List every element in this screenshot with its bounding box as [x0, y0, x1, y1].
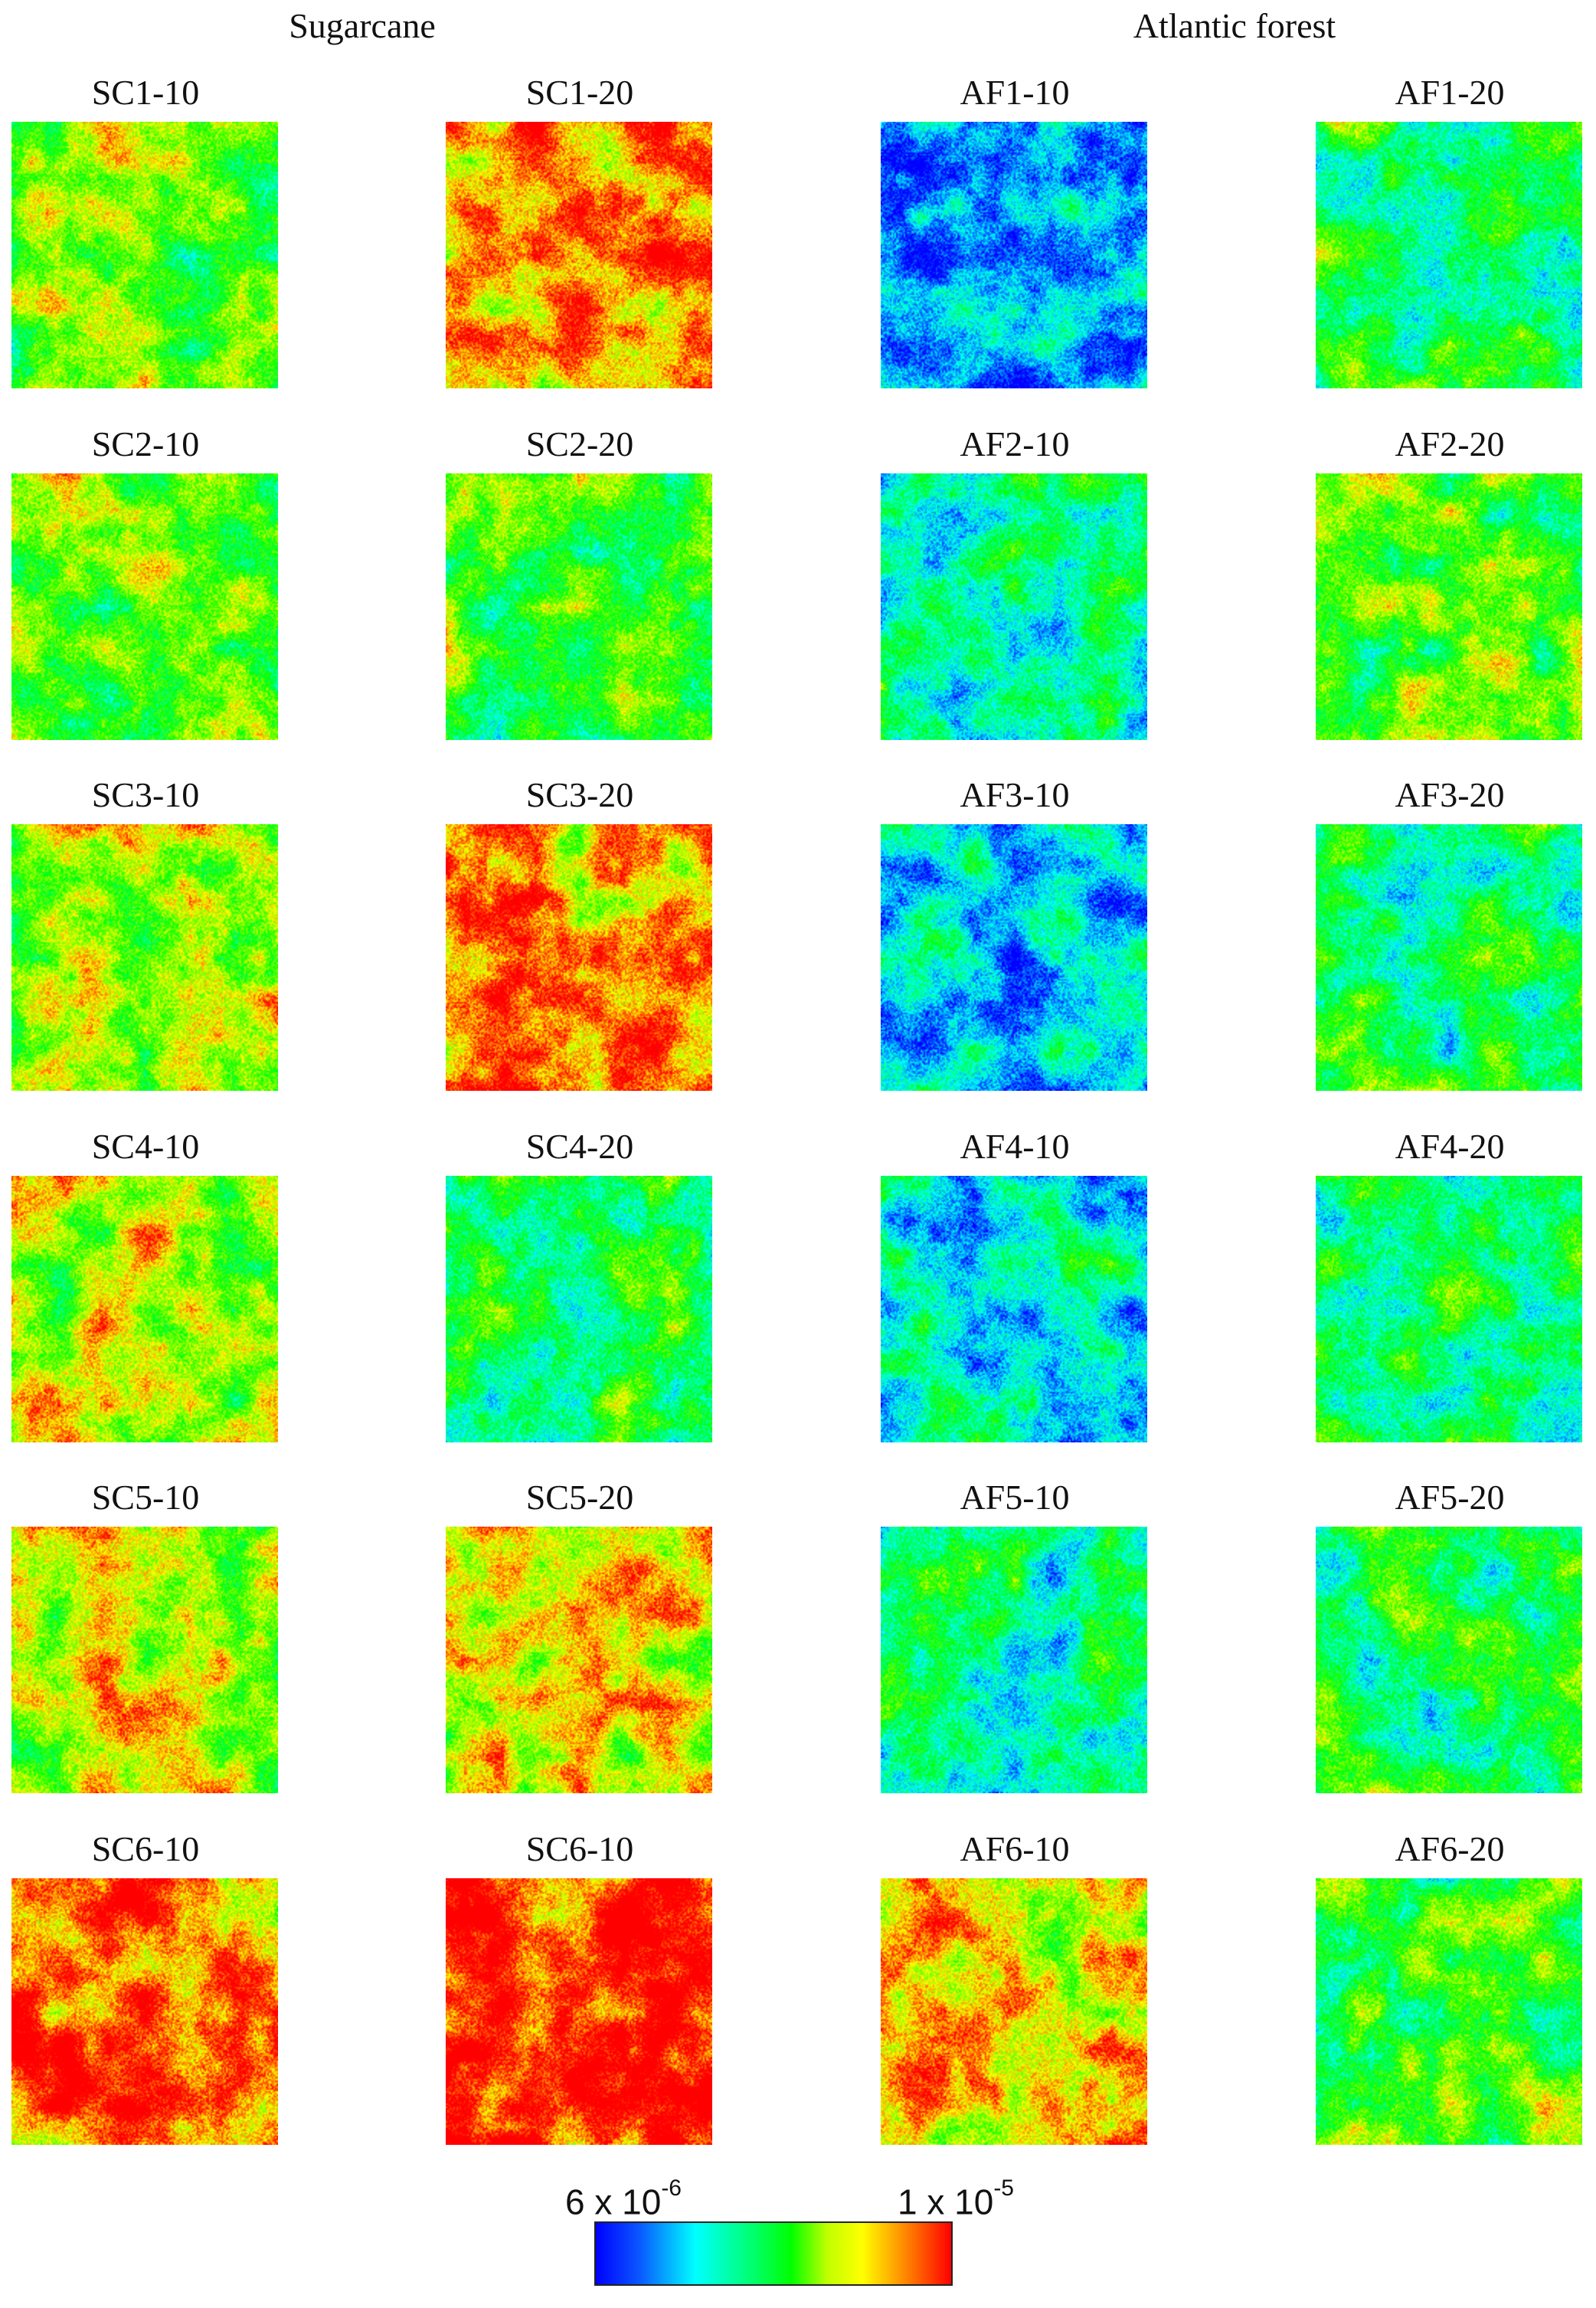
heatmap-canvas — [11, 122, 278, 388]
panel-label: SC5-20 — [525, 1478, 634, 1517]
panel-label: SC4-20 — [525, 1127, 634, 1166]
heatmap-tile — [1316, 824, 1582, 1091]
group-title-sugarcane: Sugarcane — [289, 6, 436, 45]
panel-label: AF5-20 — [1395, 1478, 1505, 1517]
colorbar — [594, 2221, 953, 2286]
heatmap-canvas — [881, 824, 1147, 1091]
colorbar-min-label: 6 x 10-6 — [565, 2172, 682, 2225]
heatmap-canvas — [11, 1176, 278, 1442]
heatmap-tile — [881, 1176, 1147, 1442]
heatmap-tile — [11, 473, 278, 740]
panel-label: SC2-10 — [91, 424, 200, 463]
panel-label: SC6-10 — [525, 1829, 634, 1868]
panel-label: AF3-20 — [1395, 775, 1505, 814]
panel-label: AF5-10 — [960, 1478, 1070, 1517]
heatmap-canvas — [1316, 1878, 1582, 2145]
panel-label: AF6-10 — [960, 1829, 1070, 1868]
heatmap-canvas — [446, 1176, 712, 1442]
heatmap-canvas — [11, 1878, 278, 2145]
heatmap-canvas — [446, 1878, 712, 2145]
panel-label: AF2-10 — [960, 424, 1070, 463]
heatmap-tile — [881, 1878, 1147, 2145]
heatmap-tile — [446, 122, 712, 388]
heatmap-canvas — [881, 1878, 1147, 2145]
colorbar-max-label: 1 x 10-5 — [898, 2172, 1014, 2225]
heatmap-canvas — [446, 122, 712, 388]
heatmap-canvas — [446, 824, 712, 1091]
panel-label: SC6-10 — [91, 1829, 200, 1868]
heatmap-canvas — [446, 473, 712, 740]
panel-label: SC3-20 — [525, 775, 634, 814]
heatmap-canvas — [1316, 473, 1582, 740]
heatmap-tile — [881, 1527, 1147, 1793]
panel-label: SC4-10 — [91, 1127, 200, 1166]
heatmap-tile — [881, 824, 1147, 1091]
heatmap-tile — [446, 1176, 712, 1442]
heatmap-canvas — [1316, 824, 1582, 1091]
panel-label: SC1-10 — [91, 73, 200, 112]
colorbar-max-exponent: -5 — [993, 2175, 1014, 2201]
panel-label: AF1-20 — [1395, 73, 1505, 112]
heatmap-tile — [11, 824, 278, 1091]
heatmap-canvas — [881, 1176, 1147, 1442]
heatmap-tile — [1316, 1176, 1582, 1442]
panel-label: AF2-20 — [1395, 424, 1505, 463]
heatmap-canvas — [1316, 1176, 1582, 1442]
heatmap-tile — [881, 473, 1147, 740]
heatmap-tile — [446, 473, 712, 740]
panel-label: SC5-10 — [91, 1478, 200, 1517]
colorbar-min-mantissa: 6 x 10 — [565, 2182, 662, 2222]
heatmap-tile — [11, 1527, 278, 1793]
panel-label: AF3-10 — [960, 775, 1070, 814]
heatmap-canvas — [11, 824, 278, 1091]
colorbar-min-exponent: -6 — [661, 2175, 682, 2201]
heatmap-canvas — [1316, 1527, 1582, 1793]
panel-label: AF4-10 — [960, 1127, 1070, 1166]
heatmap-tile — [11, 1878, 278, 2145]
heatmap-tile — [1316, 122, 1582, 388]
heatmap-canvas — [881, 122, 1147, 388]
heatmap-canvas — [1316, 122, 1582, 388]
heatmap-canvas — [881, 1527, 1147, 1793]
heatmap-tile — [446, 1878, 712, 2145]
heatmap-tile — [1316, 1527, 1582, 1793]
heatmap-canvas — [446, 1527, 712, 1793]
colorbar-max-mantissa: 1 x 10 — [898, 2182, 994, 2222]
heatmap-tile — [446, 824, 712, 1091]
heatmap-tile — [1316, 473, 1582, 740]
heatmap-canvas — [11, 473, 278, 740]
panel-label: AF1-10 — [960, 73, 1070, 112]
panel-label: SC1-20 — [525, 73, 634, 112]
heatmap-tile — [881, 122, 1147, 388]
heatmap-tile — [1316, 1878, 1582, 2145]
heatmap-tile — [11, 122, 278, 388]
heatmap-tile — [11, 1176, 278, 1442]
panel-label: AF6-20 — [1395, 1829, 1505, 1868]
group-title-atlantic-forest: Atlantic forest — [1133, 6, 1336, 45]
panel-label: SC3-10 — [91, 775, 200, 814]
heatmap-canvas — [11, 1527, 278, 1793]
panel-label: AF4-20 — [1395, 1127, 1505, 1166]
heatmap-canvas — [881, 473, 1147, 740]
panel-label: SC2-20 — [525, 424, 634, 463]
heatmap-tile — [446, 1527, 712, 1793]
